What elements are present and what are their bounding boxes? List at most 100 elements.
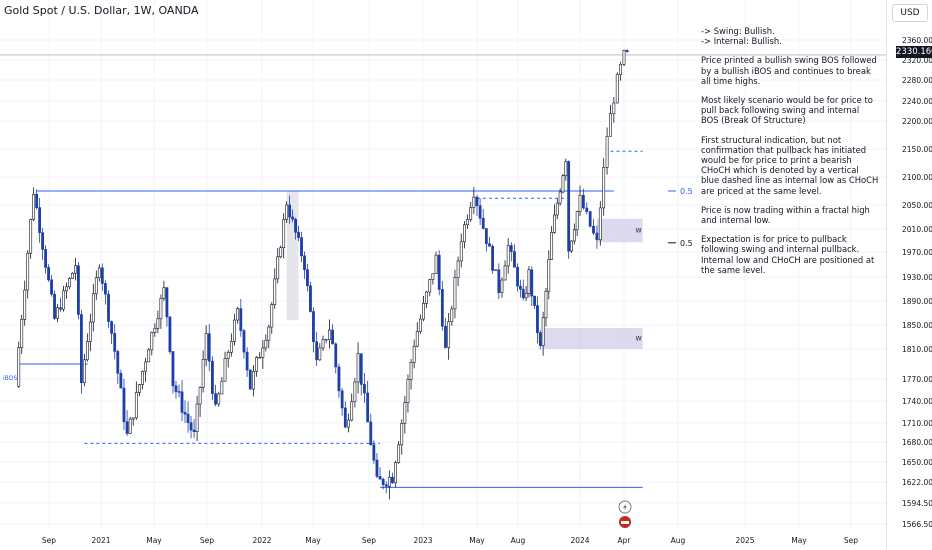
candle-body — [44, 249, 47, 268]
candle-body — [506, 245, 510, 267]
candle-body — [619, 64, 623, 75]
candle-body — [625, 50, 629, 53]
candle-body — [469, 207, 473, 220]
candle-body — [422, 303, 425, 320]
candle-body — [258, 357, 262, 359]
candle-body — [418, 318, 422, 332]
candle-body — [353, 381, 357, 402]
candle-body — [437, 254, 441, 290]
candle-body — [153, 328, 157, 333]
note-p5: Expectation is for price to pullback fol… — [701, 234, 875, 275]
candle-body — [516, 266, 519, 287]
lightning-icon[interactable] — [618, 500, 632, 514]
candle-body — [558, 191, 562, 204]
candle-body — [459, 241, 463, 262]
candle-body — [74, 265, 77, 274]
candle-body — [23, 289, 27, 320]
candle-body — [177, 391, 181, 393]
candle-body — [288, 204, 292, 218]
candle-body — [544, 290, 548, 319]
candle-body — [239, 308, 243, 331]
candle-body — [38, 207, 42, 233]
candle-body — [26, 252, 30, 291]
y-tick-label: 1740.000 — [902, 397, 932, 406]
flag-icon[interactable] — [619, 516, 631, 528]
candle-body — [189, 422, 193, 431]
candle-body — [291, 216, 295, 220]
candle-body — [503, 265, 507, 281]
candle-body — [536, 305, 539, 333]
x-tick-label: Sep — [362, 536, 376, 545]
candle-body — [77, 265, 80, 315]
last-price-tag: 2330.160 — [896, 46, 932, 58]
candle-body — [168, 316, 172, 352]
candle-body — [201, 359, 205, 388]
candle-body — [223, 358, 227, 382]
candle-body — [585, 207, 589, 212]
candle-body — [297, 231, 300, 238]
candle-body — [561, 175, 565, 193]
demand-zone — [596, 218, 643, 243]
candle-body — [156, 318, 160, 329]
candle-body — [285, 204, 289, 220]
candle-body — [276, 256, 280, 280]
candle-body — [462, 224, 466, 243]
candle-body — [122, 387, 126, 422]
candle-body — [35, 193, 39, 208]
candle-body — [415, 331, 419, 347]
y-tick-label: 1710.000 — [902, 419, 932, 428]
time-axis[interactable]: Sep 2021 May Sep 2022 May Sep 2023 May Aug 2024 Apr… — [42, 536, 858, 545]
candle-body — [85, 341, 89, 361]
candle-body — [306, 269, 309, 287]
candle-body — [282, 219, 286, 248]
candle-body — [381, 478, 385, 486]
candle-body — [312, 311, 315, 343]
candle-body — [128, 418, 132, 434]
candle-body — [131, 417, 135, 420]
candle-body — [521, 288, 525, 299]
candle-body — [134, 392, 138, 419]
candle-body — [622, 50, 626, 65]
candle-body — [233, 319, 236, 342]
candle-body — [165, 287, 169, 318]
candle-body — [541, 317, 545, 346]
x-tick-label: Sep — [844, 536, 858, 545]
fib-label-lower: 0.5 — [680, 239, 693, 248]
candle-body — [350, 401, 354, 421]
candlesticks — [17, 49, 629, 500]
candle-body — [340, 390, 344, 409]
y-tick-label: 2010.000 — [902, 225, 932, 234]
candle-body — [343, 407, 347, 428]
candle-body — [279, 247, 283, 258]
y-tick-label: 1566.500 — [902, 520, 932, 529]
candle-body — [484, 228, 488, 244]
x-tick-label: May — [469, 536, 485, 545]
x-tick-label: Sep — [42, 536, 56, 545]
candle-body — [553, 214, 556, 233]
candle-body — [144, 361, 148, 372]
candle-body — [300, 237, 303, 257]
candle-body — [97, 267, 101, 279]
candle-body — [29, 219, 33, 254]
candle-body — [453, 277, 457, 310]
candle-body — [533, 295, 537, 306]
note-internal: -> Internal: Bullish. — [701, 36, 782, 47]
candle-body — [303, 255, 306, 270]
y-tick-label: 1770.000 — [902, 375, 932, 384]
candle-body — [550, 232, 554, 260]
candle-body — [50, 279, 53, 295]
candle-body — [100, 267, 104, 284]
price-axis[interactable]: 2360.000 2320.000 2280.000 2240.000 2200.000… — [886, 0, 932, 550]
candle-body — [174, 385, 178, 392]
candle-body — [113, 333, 117, 352]
x-tick-label: Apr — [618, 536, 632, 545]
candle-body — [68, 278, 71, 288]
currency-badge[interactable]: USD — [892, 4, 928, 22]
candle-body — [602, 167, 606, 209]
candle-body — [500, 279, 504, 293]
structure-levels — [0, 54, 886, 488]
candle-body — [65, 286, 68, 292]
candle-body — [538, 332, 542, 346]
candle-body — [242, 330, 246, 353]
